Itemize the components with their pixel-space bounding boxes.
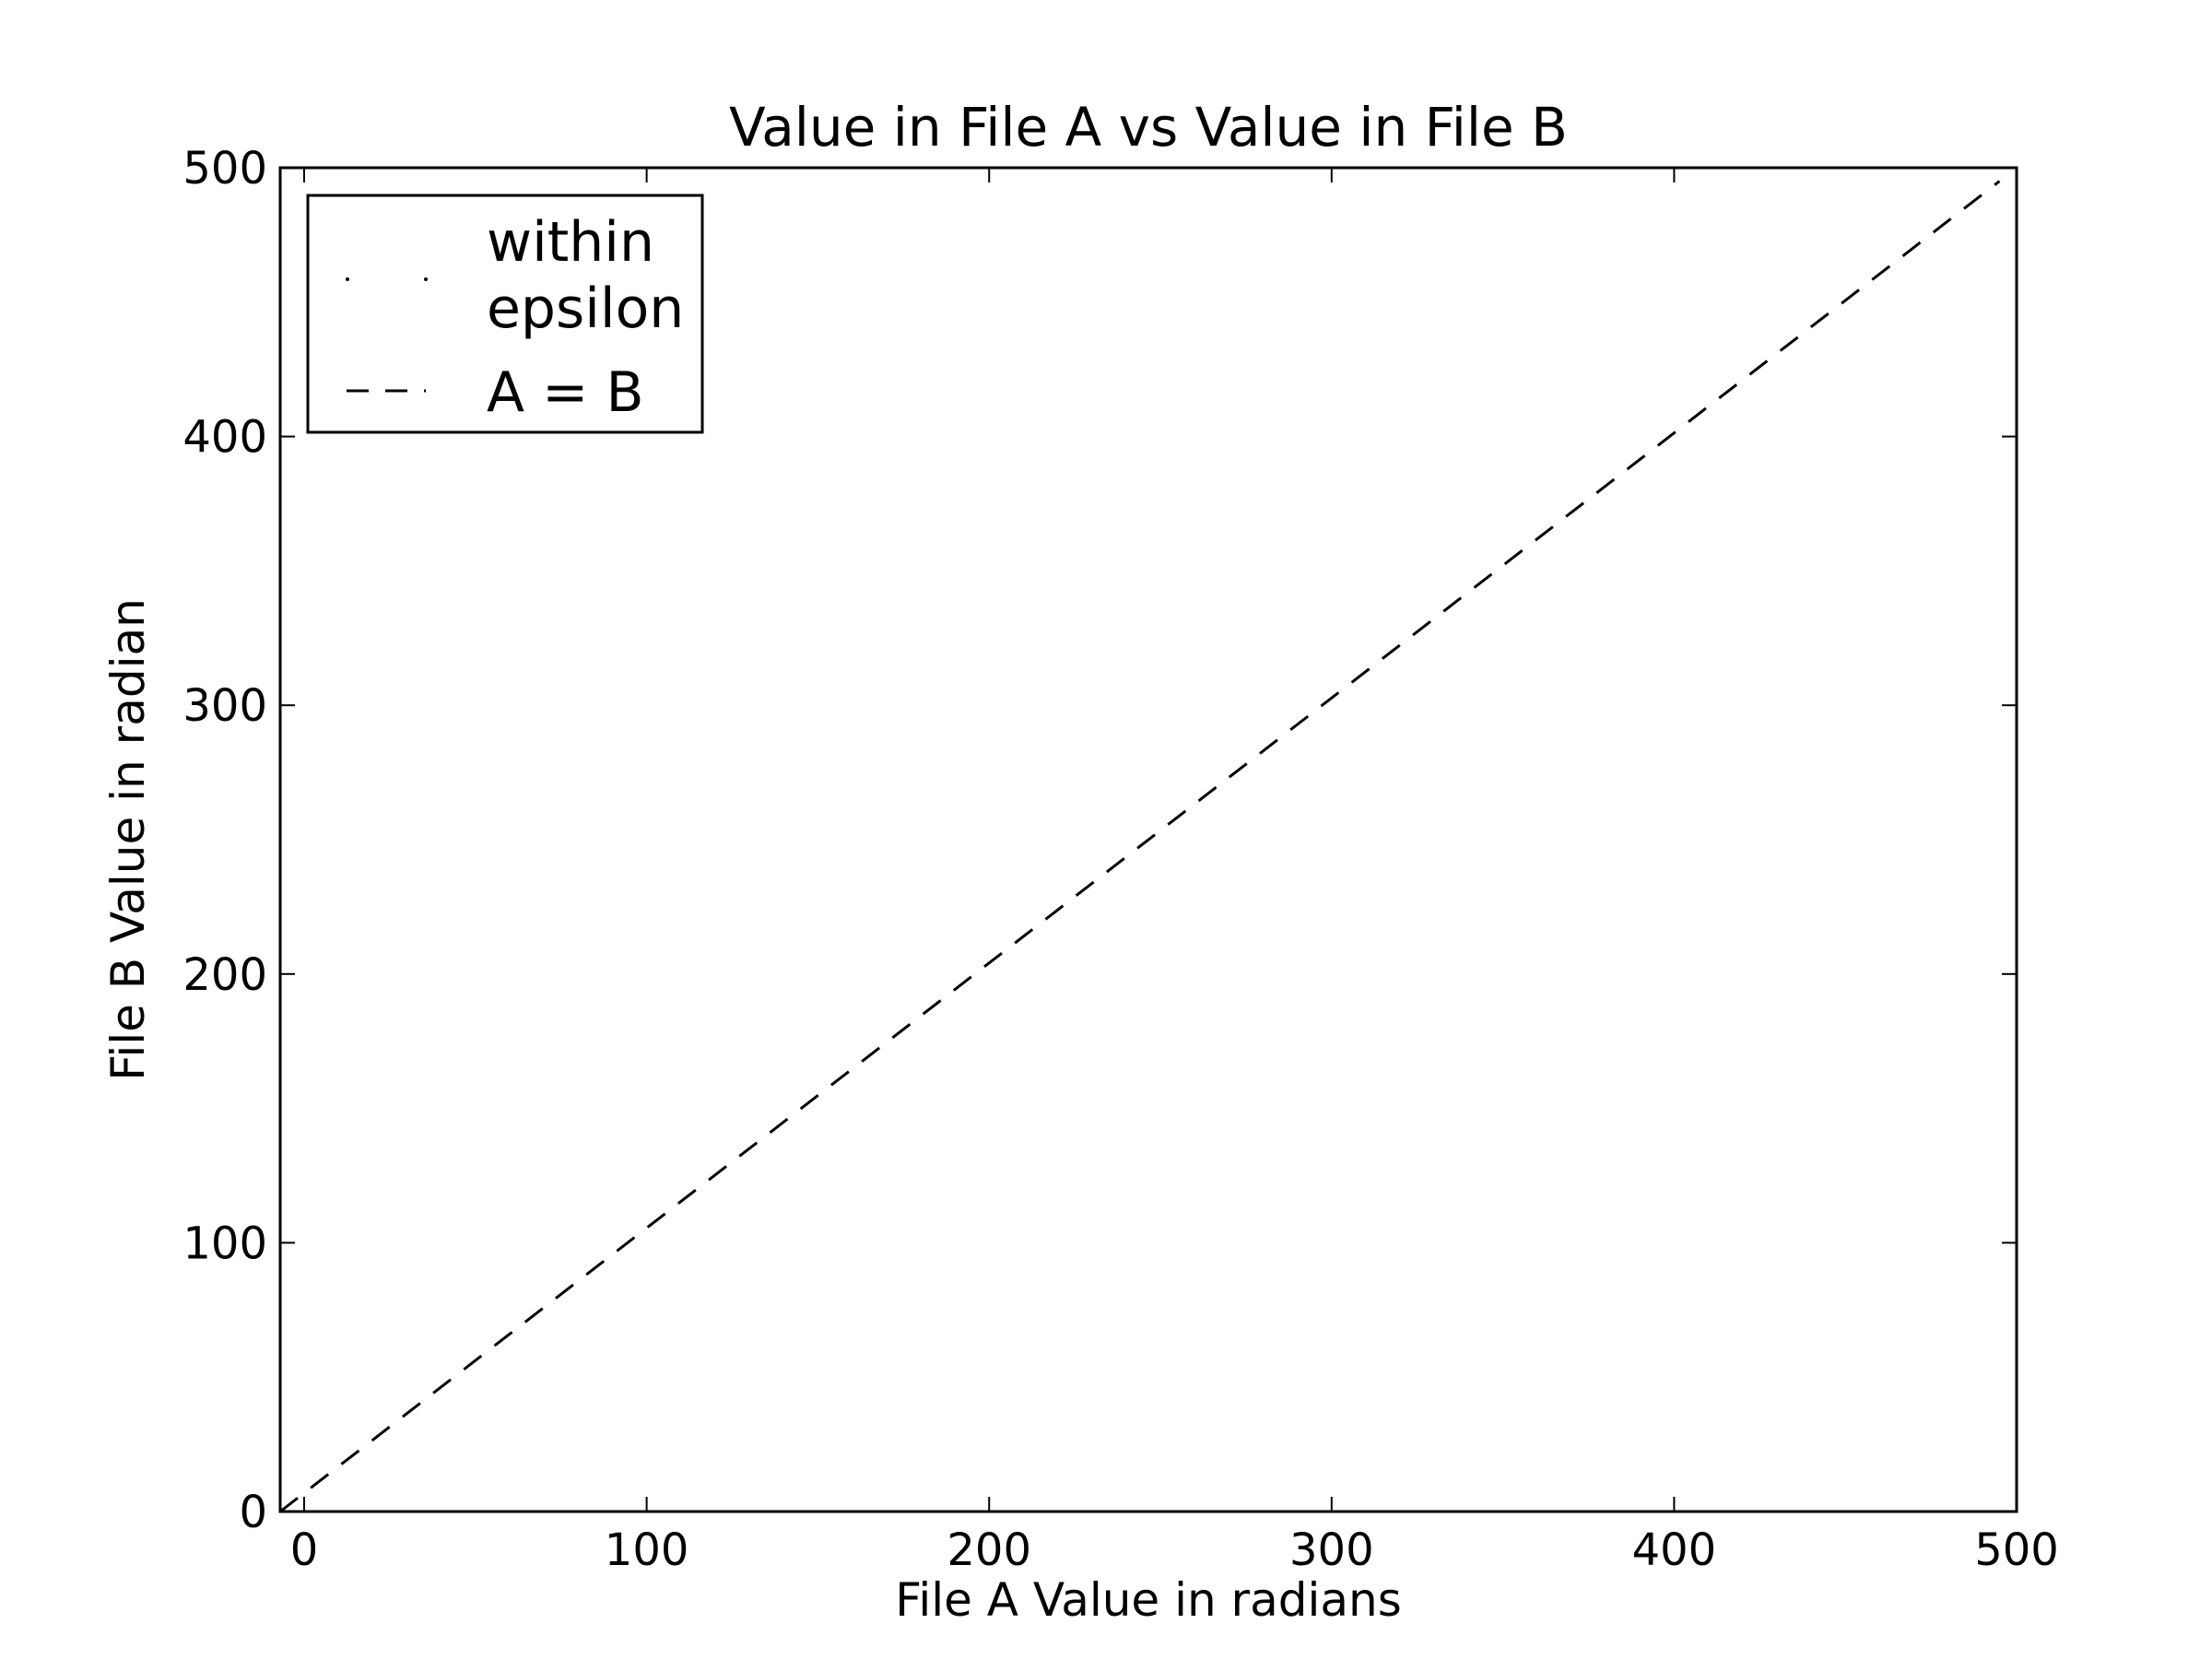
y-tick-label: 300 [182, 680, 267, 732]
legend-label-line: epsilon [487, 276, 684, 341]
legend-marker-within-epsilon [346, 277, 349, 281]
x-tick-label: 400 [1632, 1524, 1717, 1576]
y-tick-label: 100 [182, 1218, 267, 1269]
x-tick-label: 100 [605, 1524, 689, 1576]
legend-label-within-epsilon: within epsilon [487, 210, 684, 341]
chart-title: Value in File A vs Value in File B [729, 96, 1568, 159]
legend: within epsilon A = B [306, 194, 704, 434]
plot-area: 0 100 200 300 400 500 0 100 200 300 400 500 [182, 143, 2058, 1576]
x-tick-label: 300 [1289, 1524, 1374, 1576]
x-tick-label: 0 [290, 1524, 319, 1576]
y-tick-label: 0 [239, 1487, 267, 1538]
x-axis-label: File A Value in radians [895, 1573, 1402, 1627]
x-tick-label: 500 [1974, 1524, 2059, 1576]
x-tick-label: 200 [947, 1524, 1031, 1576]
y-tick-label: 200 [182, 949, 267, 1001]
plot-frame [278, 166, 2018, 1513]
series-layer [279, 180, 2001, 1513]
y-tick-label: 500 [182, 143, 267, 194]
legend-marker-within-epsilon [424, 277, 428, 281]
series-line-a-equals-b [279, 180, 2001, 1513]
legend-box [306, 194, 704, 434]
legend-label-a-equals-b: A = B [487, 360, 644, 425]
ticks-layer: 0 100 200 300 400 500 0 100 200 300 400 500 [182, 143, 2058, 1576]
y-axis-label: File B Value in radian [101, 598, 155, 1081]
y-tick-label: 400 [182, 412, 267, 464]
legend-label-line: within [487, 210, 654, 275]
